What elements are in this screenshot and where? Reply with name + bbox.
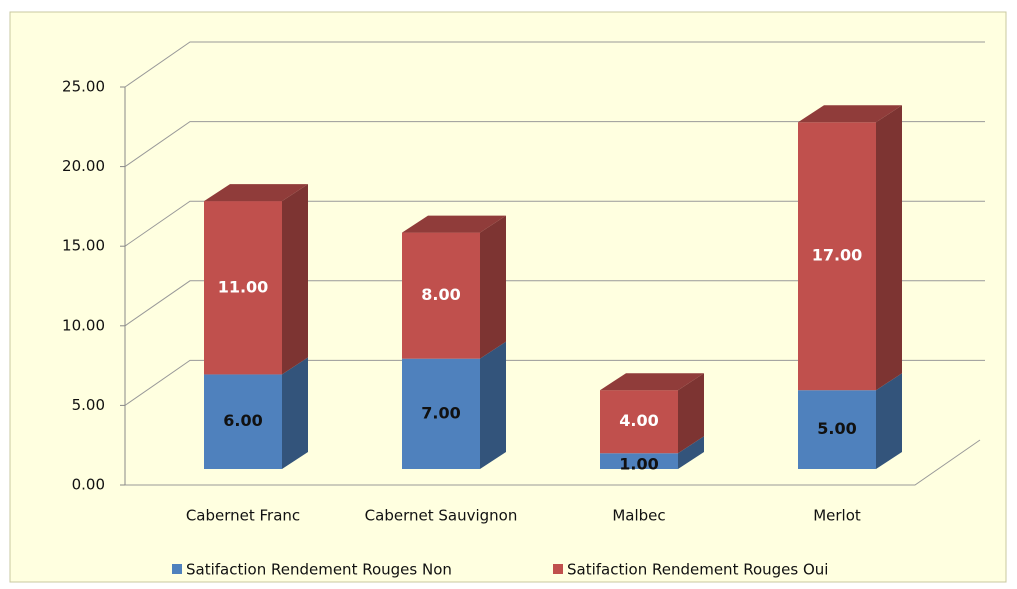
- grid-line: [124, 359, 985, 406]
- y-tick-label: 15.00: [62, 237, 105, 255]
- value-label: 1.00: [619, 455, 658, 474]
- value-label: 17.00: [812, 246, 863, 265]
- bar-top: [204, 184, 308, 202]
- bar: [402, 358, 480, 469]
- bar-side: [480, 341, 506, 469]
- bar: [204, 201, 282, 375]
- bar: [798, 122, 876, 391]
- bar-top: [798, 105, 902, 123]
- x-tick-label: Merlot: [813, 507, 861, 525]
- bar: [600, 453, 678, 469]
- bar-side: [678, 373, 704, 454]
- value-label: 11.00: [218, 277, 269, 296]
- bar: [600, 390, 678, 454]
- y-tick-label: 5.00: [72, 396, 105, 414]
- grid-line: [124, 280, 985, 327]
- x-tick-label: Cabernet Sauvignon: [365, 507, 518, 525]
- bar-side: [480, 215, 506, 359]
- bar-top: [402, 215, 506, 233]
- grid-line: [124, 121, 985, 168]
- value-label: 5.00: [817, 419, 856, 438]
- bar: [402, 232, 480, 359]
- value-label: 6.00: [223, 411, 262, 430]
- value-label: 7.00: [421, 403, 460, 422]
- legend-label: Satifaction Rendement Rouges Non: [186, 561, 452, 579]
- legend-swatch: [553, 564, 563, 574]
- bar: [204, 374, 282, 469]
- bar-top: [600, 373, 704, 391]
- grid-line: [125, 439, 981, 486]
- legend-swatch: [172, 564, 182, 574]
- y-tick-label: 0.00: [72, 476, 105, 494]
- bar-side: [678, 436, 704, 469]
- bar: [798, 390, 876, 469]
- value-label: 4.00: [619, 411, 658, 430]
- bar-side: [876, 105, 902, 391]
- x-tick-label: Malbec: [612, 507, 665, 525]
- bar-side: [282, 184, 308, 375]
- legend-label: Satifaction Rendement Rouges Oui: [567, 561, 828, 579]
- bar-side: [876, 373, 902, 469]
- y-tick-label: 10.00: [62, 316, 105, 334]
- y-tick-label: 20.00: [62, 157, 105, 175]
- value-label: 8.00: [421, 285, 460, 304]
- y-tick-label: 25.00: [62, 78, 105, 96]
- grid-line: [124, 41, 985, 88]
- grid-line: [124, 200, 985, 247]
- bar-side: [282, 357, 308, 469]
- x-tick-label: Cabernet Franc: [186, 507, 300, 525]
